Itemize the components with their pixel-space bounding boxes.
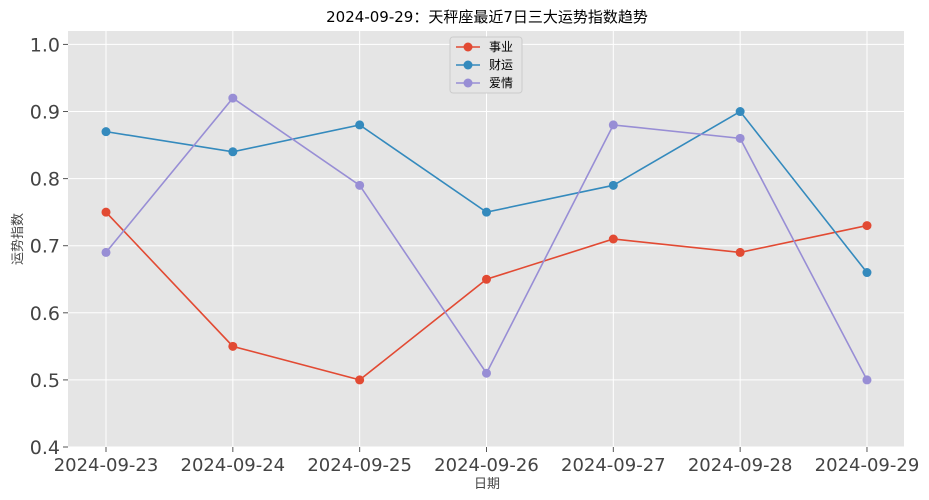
chart-title: 2024-09-29：天秤座最近7日三大运势指数趋势 bbox=[326, 8, 648, 26]
data-point bbox=[355, 180, 365, 190]
data-point bbox=[862, 375, 872, 385]
x-tick-label: 2024-09-25 bbox=[307, 455, 412, 476]
data-point bbox=[228, 93, 238, 103]
y-tick-label: 0.4 bbox=[30, 437, 60, 459]
data-point bbox=[481, 368, 491, 378]
legend-item: 财运 bbox=[456, 58, 513, 72]
data-point bbox=[481, 274, 491, 284]
data-point bbox=[101, 207, 111, 217]
x-tick-label: 2024-09-27 bbox=[561, 455, 666, 476]
data-point bbox=[735, 247, 745, 257]
series-1 bbox=[101, 107, 872, 278]
y-axis-label: 运势指数 bbox=[10, 213, 26, 265]
y-tick-label: 0.7 bbox=[30, 236, 60, 258]
legend-label: 爱情 bbox=[489, 76, 513, 90]
data-point bbox=[608, 234, 618, 244]
x-tick-label: 2024-09-26 bbox=[434, 455, 539, 476]
legend-label: 财运 bbox=[489, 58, 513, 72]
legend-swatch-marker bbox=[463, 60, 473, 70]
x-tick-label: 2024-09-28 bbox=[688, 455, 793, 476]
legend-item: 爱情 bbox=[456, 76, 513, 90]
y-tick-label: 0.8 bbox=[30, 169, 60, 191]
y-tick-label: 0.9 bbox=[30, 102, 60, 124]
data-point bbox=[735, 107, 745, 117]
legend-item: 事业 bbox=[456, 40, 513, 54]
data-point bbox=[735, 133, 745, 143]
legend-swatch-marker bbox=[463, 78, 473, 88]
x-axis-ticks: 2024-09-23 2024-09-24 2024-09-25 2024-09-26… bbox=[54, 447, 920, 476]
series-group bbox=[101, 93, 872, 385]
data-point bbox=[608, 180, 618, 190]
y-tick-label: 1.0 bbox=[30, 34, 60, 56]
x-tick-label: 2024-09-29 bbox=[815, 455, 920, 476]
data-point bbox=[228, 341, 238, 351]
data-point bbox=[862, 268, 872, 278]
x-axis-label: 日期 bbox=[474, 477, 500, 492]
x-tick-label: 2024-09-24 bbox=[181, 455, 286, 476]
y-tick-label: 0.6 bbox=[30, 303, 60, 325]
series-2 bbox=[101, 93, 872, 385]
y-axis-ticks: 0.4 0.5 0.6 0.7 0.8 0.9 1.0 bbox=[30, 34, 68, 459]
legend-label: 事业 bbox=[489, 40, 513, 54]
legend-swatch-marker bbox=[463, 42, 473, 52]
data-point bbox=[608, 120, 618, 130]
x-tick-label: 2024-09-23 bbox=[54, 455, 159, 476]
data-point bbox=[355, 375, 365, 385]
data-point bbox=[862, 221, 872, 231]
series-0 bbox=[101, 207, 872, 385]
y-tick-label: 0.5 bbox=[30, 370, 60, 392]
data-point bbox=[481, 207, 491, 217]
data-point bbox=[101, 247, 111, 257]
data-point bbox=[228, 147, 238, 157]
data-point bbox=[355, 120, 365, 130]
data-point bbox=[101, 127, 111, 137]
